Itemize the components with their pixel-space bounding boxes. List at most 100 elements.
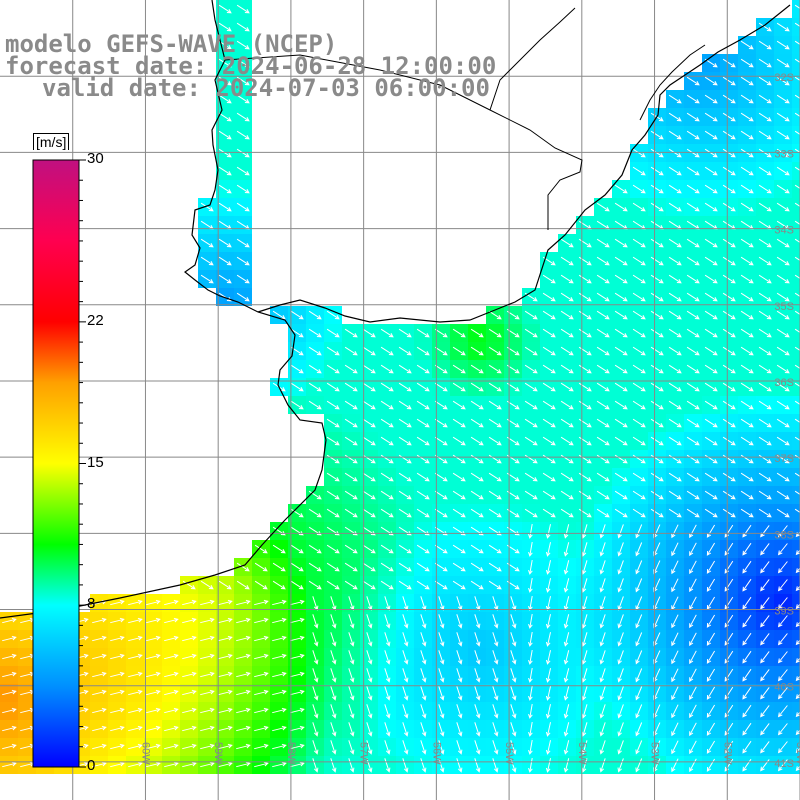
wind-vector — [542, 508, 556, 518]
lagoon-line — [639, 44, 706, 121]
wind-vector — [488, 580, 502, 590]
wind-vector — [740, 202, 754, 212]
wind-vector — [110, 707, 125, 714]
wind-vector — [740, 148, 754, 158]
wind-vector — [776, 130, 790, 140]
wind-vector — [326, 472, 340, 482]
wind-vector — [563, 668, 570, 683]
wind-vector — [617, 632, 624, 647]
wind-vector — [704, 364, 718, 374]
wind-vector — [776, 346, 790, 356]
wind-vector — [528, 758, 533, 773]
wind-vector — [560, 346, 574, 356]
wind-vector — [380, 454, 394, 464]
wind-vector — [344, 580, 358, 590]
wind-vector — [668, 400, 682, 410]
wind-vector — [545, 686, 551, 701]
wind-vector — [470, 364, 484, 374]
wind-vector — [236, 761, 251, 768]
wind-vector — [290, 508, 304, 518]
wind-vector — [470, 400, 484, 410]
wind-vector — [704, 508, 718, 518]
wind-vector — [200, 202, 214, 212]
wind-vector — [528, 560, 533, 575]
wind-vector — [110, 689, 125, 696]
wind-vector — [326, 544, 340, 554]
wind-vector — [528, 650, 533, 665]
wind-vector — [795, 729, 800, 736]
wind-vector — [420, 650, 427, 665]
wind-vector — [740, 238, 754, 248]
wind-vector — [164, 671, 179, 678]
wind-vector — [330, 668, 337, 683]
wind-vector — [452, 328, 466, 338]
wind-vector — [599, 686, 606, 701]
wind-vector — [545, 632, 551, 647]
wind-vector — [470, 490, 484, 500]
wind-vector — [617, 758, 624, 773]
wind-vector — [722, 490, 736, 500]
wind-vector — [686, 238, 700, 248]
wind-vector — [146, 707, 161, 714]
wind-vector — [686, 184, 700, 194]
wind-vector — [488, 382, 502, 392]
wind-vector — [470, 472, 484, 482]
wind-vector — [742, 596, 752, 610]
wind-speed-cell — [792, 504, 800, 522]
wind-vector — [366, 704, 373, 719]
wind-vector — [398, 454, 412, 464]
wind-vector — [758, 472, 772, 482]
wind-vector — [182, 761, 197, 768]
wind-vector — [794, 346, 800, 351]
wind-vector — [542, 274, 556, 284]
wind-vector — [272, 689, 287, 696]
wind-vector — [795, 585, 800, 592]
wind-vector — [470, 436, 484, 446]
wind-vector — [650, 472, 664, 482]
wind-vector — [326, 508, 340, 518]
wind-vector — [794, 508, 800, 513]
wind-vector — [578, 400, 592, 410]
wind-vector — [272, 761, 287, 768]
wind-vector — [524, 382, 538, 392]
wind-vector — [416, 436, 430, 446]
wind-vector — [563, 686, 570, 701]
wind-vector — [706, 758, 716, 772]
wind-vector — [632, 292, 646, 302]
wind-vector — [434, 328, 448, 338]
wind-speed-cell — [792, 72, 800, 90]
wind-vector — [632, 274, 646, 284]
wind-vector — [290, 689, 305, 696]
wind-vector — [668, 328, 682, 338]
wind-vector — [312, 704, 319, 719]
wind-vector — [510, 758, 517, 773]
wind-vector — [740, 328, 754, 338]
wind-vector — [344, 544, 358, 554]
wind-vector — [416, 364, 430, 374]
colorbar-label: 22 — [87, 311, 104, 329]
wind-vector — [617, 704, 624, 719]
wind-vector — [671, 740, 679, 755]
wind-vector — [438, 758, 445, 773]
wind-vector — [200, 725, 215, 732]
wind-vector — [614, 490, 628, 500]
wind-vector — [218, 580, 232, 590]
wind-vector — [704, 130, 718, 140]
wind-vector — [182, 689, 197, 696]
wind-vector — [776, 112, 790, 122]
wind-vector — [635, 740, 643, 755]
wind-vector — [760, 525, 770, 538]
wind-vector — [290, 310, 304, 320]
wind-vector — [794, 112, 800, 117]
wind-vector — [706, 578, 716, 592]
wind-vector — [420, 614, 427, 629]
wind-vector — [760, 687, 770, 700]
wind-vector — [632, 418, 646, 428]
wind-vector — [254, 635, 269, 642]
wind-vector — [416, 328, 430, 338]
wind-vector — [794, 130, 800, 135]
wind-vector — [632, 310, 646, 320]
wind-vector — [218, 599, 233, 606]
wind-vector — [578, 382, 592, 392]
wind-vector — [596, 400, 610, 410]
